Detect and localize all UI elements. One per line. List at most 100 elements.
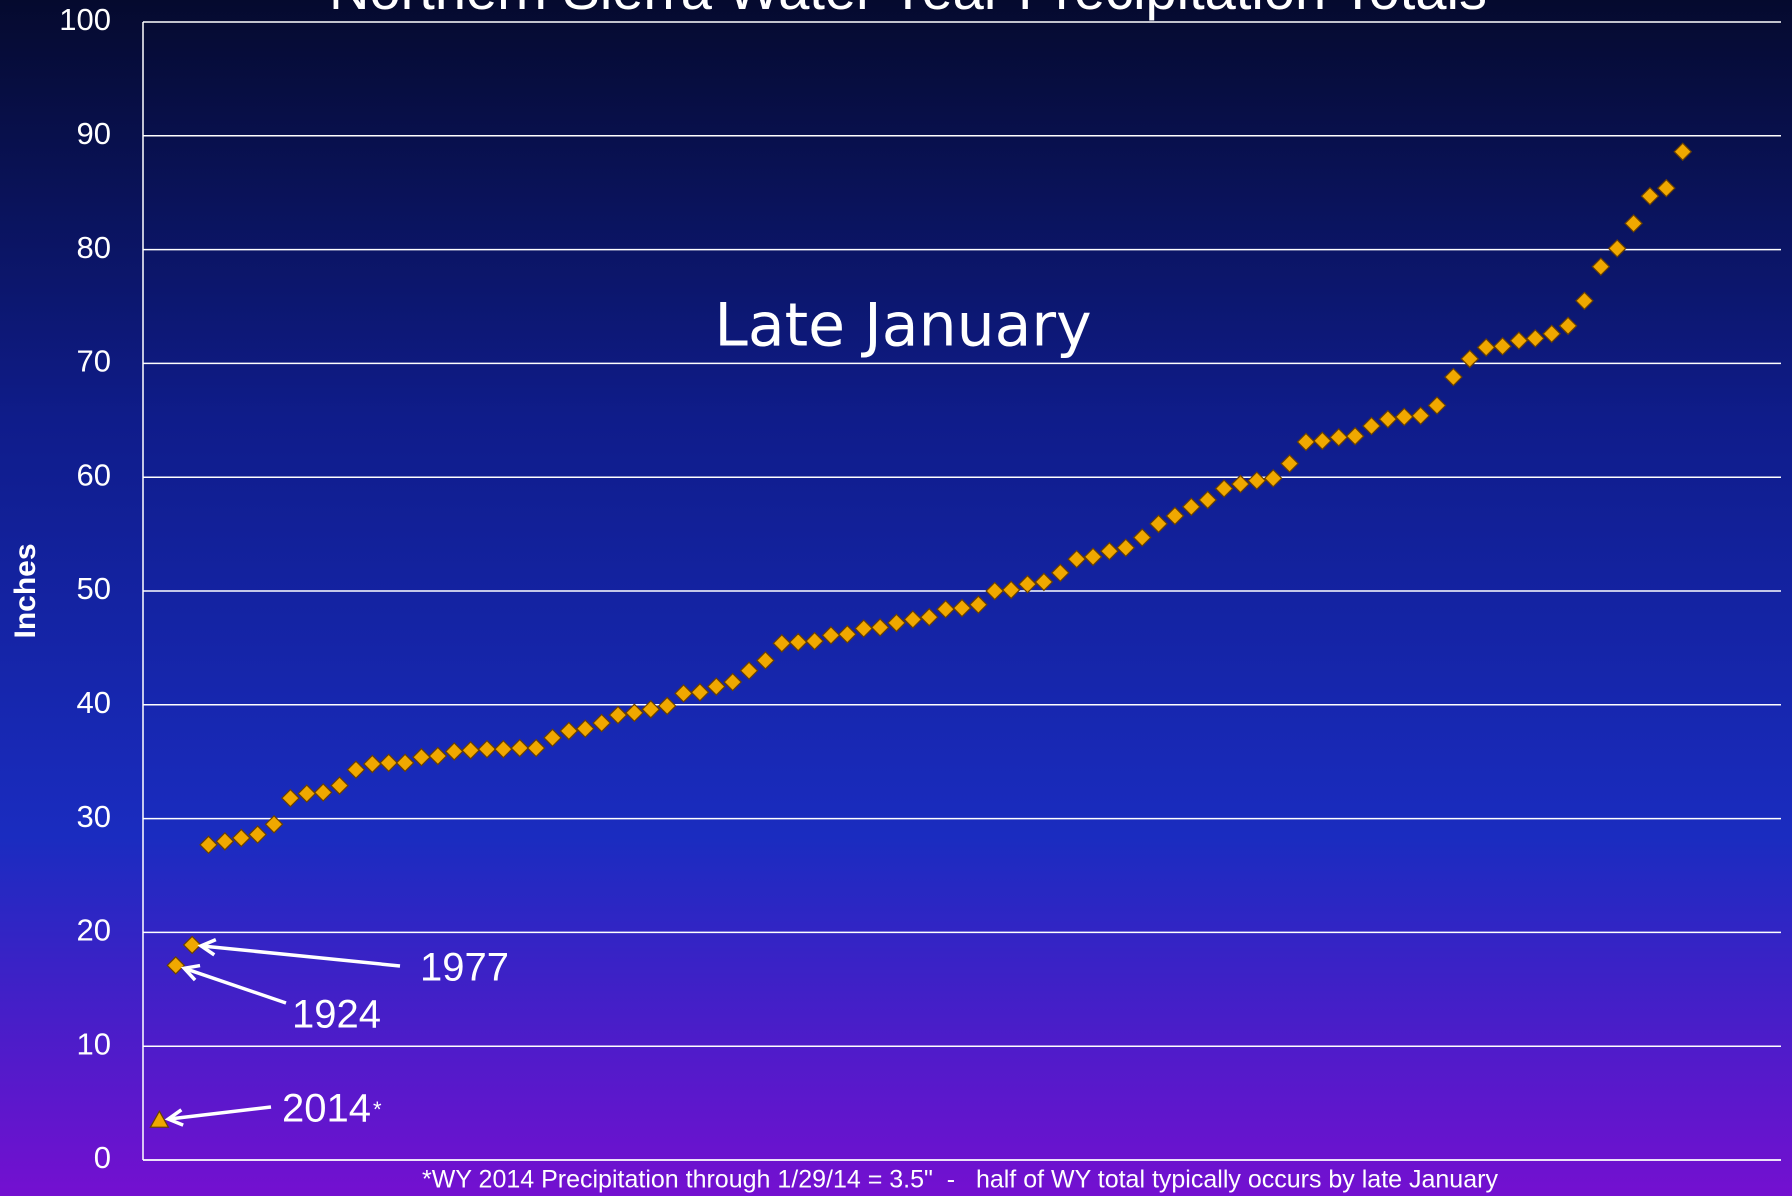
data-point (1149, 514, 1168, 534)
data-point (805, 631, 824, 651)
data-point (559, 721, 579, 741)
data-point (1673, 142, 1693, 162)
data-point (297, 784, 317, 803)
y-tick-label: 0 (94, 1140, 111, 1175)
annotation: 1924 (292, 993, 381, 1037)
data-point (1280, 454, 1299, 473)
data-point (706, 677, 726, 696)
data-point (395, 753, 415, 773)
data-point (379, 753, 399, 773)
data-point (1656, 178, 1676, 198)
data-point (674, 684, 693, 703)
y-tick-label: 20 (77, 913, 111, 948)
data-point (1427, 396, 1447, 415)
subtitle: Late January (714, 291, 1091, 361)
data-point (313, 783, 333, 802)
data-point (1362, 416, 1381, 436)
data-point (641, 700, 661, 719)
data-point (1493, 336, 1512, 356)
data-point (1509, 331, 1529, 350)
data-point (985, 581, 1005, 601)
data-point (1198, 490, 1218, 510)
annotation-arrow (183, 966, 287, 1005)
data-point (1542, 324, 1562, 344)
y-tick-label: 30 (77, 799, 111, 834)
data-point (1345, 426, 1365, 446)
data-point (1132, 528, 1152, 547)
data-point (1231, 474, 1250, 494)
y-tick-label: 100 (59, 2, 111, 37)
data-point (1214, 479, 1234, 498)
data-point (1607, 239, 1627, 258)
data-point (510, 738, 530, 758)
data-point (428, 746, 448, 766)
data-point (903, 610, 923, 629)
data-point (772, 633, 792, 653)
arrow-head (197, 937, 217, 957)
data-point (1624, 214, 1643, 233)
data-point (444, 742, 464, 761)
data-point (362, 754, 382, 774)
data-point (854, 619, 874, 638)
y-tick-label: 50 (77, 571, 111, 606)
y-tick-label: 90 (77, 116, 111, 151)
y-axis-label: Inches (9, 543, 42, 638)
data-point (608, 705, 628, 725)
data-point (1378, 409, 1398, 429)
data-point (1034, 572, 1054, 592)
data-point (1525, 329, 1545, 348)
data-point (969, 595, 988, 615)
data-point (1329, 428, 1349, 447)
data-point (526, 738, 546, 758)
annotation-arrow (168, 1105, 272, 1121)
annotation-note: * (373, 1097, 382, 1122)
data-point (182, 935, 202, 955)
y-tick-label: 60 (77, 457, 111, 492)
data-point (1460, 349, 1480, 369)
data-point (1001, 580, 1021, 600)
data-point (281, 788, 300, 808)
data-point (149, 1109, 170, 1128)
data-point (1575, 291, 1594, 311)
data-point (1296, 432, 1316, 452)
data-point (461, 740, 480, 760)
y-tick-label: 80 (77, 230, 111, 265)
data-point (330, 776, 349, 795)
data-point (543, 728, 562, 748)
data-point (1313, 431, 1332, 451)
data-point (1100, 541, 1119, 561)
data-point (264, 814, 284, 834)
data-point (1050, 563, 1070, 583)
data-point (1591, 257, 1611, 277)
data-point (575, 719, 595, 739)
data-point (919, 607, 939, 627)
data-point (1067, 549, 1087, 569)
y-tick-label: 70 (77, 344, 111, 379)
y-tick-label: 40 (77, 685, 111, 720)
data-point (1018, 574, 1037, 594)
data-point (1247, 471, 1267, 490)
data-point (1116, 538, 1136, 558)
data-point (248, 825, 268, 844)
data-point (657, 696, 677, 716)
data-point (788, 632, 808, 652)
data-point (346, 760, 366, 780)
data-point (215, 832, 235, 851)
arrow-head (164, 1108, 184, 1127)
data-point (1411, 406, 1430, 426)
data-point (1263, 468, 1283, 488)
data-point (952, 598, 972, 618)
arrow-head (180, 963, 201, 982)
data-point (412, 747, 431, 767)
footnote: *WY 2014 Precipitation through 1/29/14 =… (422, 1166, 1498, 1194)
data-point (1165, 506, 1185, 526)
annotation-arrow (200, 944, 401, 968)
data-point (870, 618, 890, 637)
data-point (231, 828, 251, 848)
chart-title: Northern Sierra Water Year Precipitation… (329, 0, 1487, 21)
data-point (494, 739, 513, 759)
data-point (1083, 547, 1103, 567)
data-point (1640, 186, 1660, 206)
